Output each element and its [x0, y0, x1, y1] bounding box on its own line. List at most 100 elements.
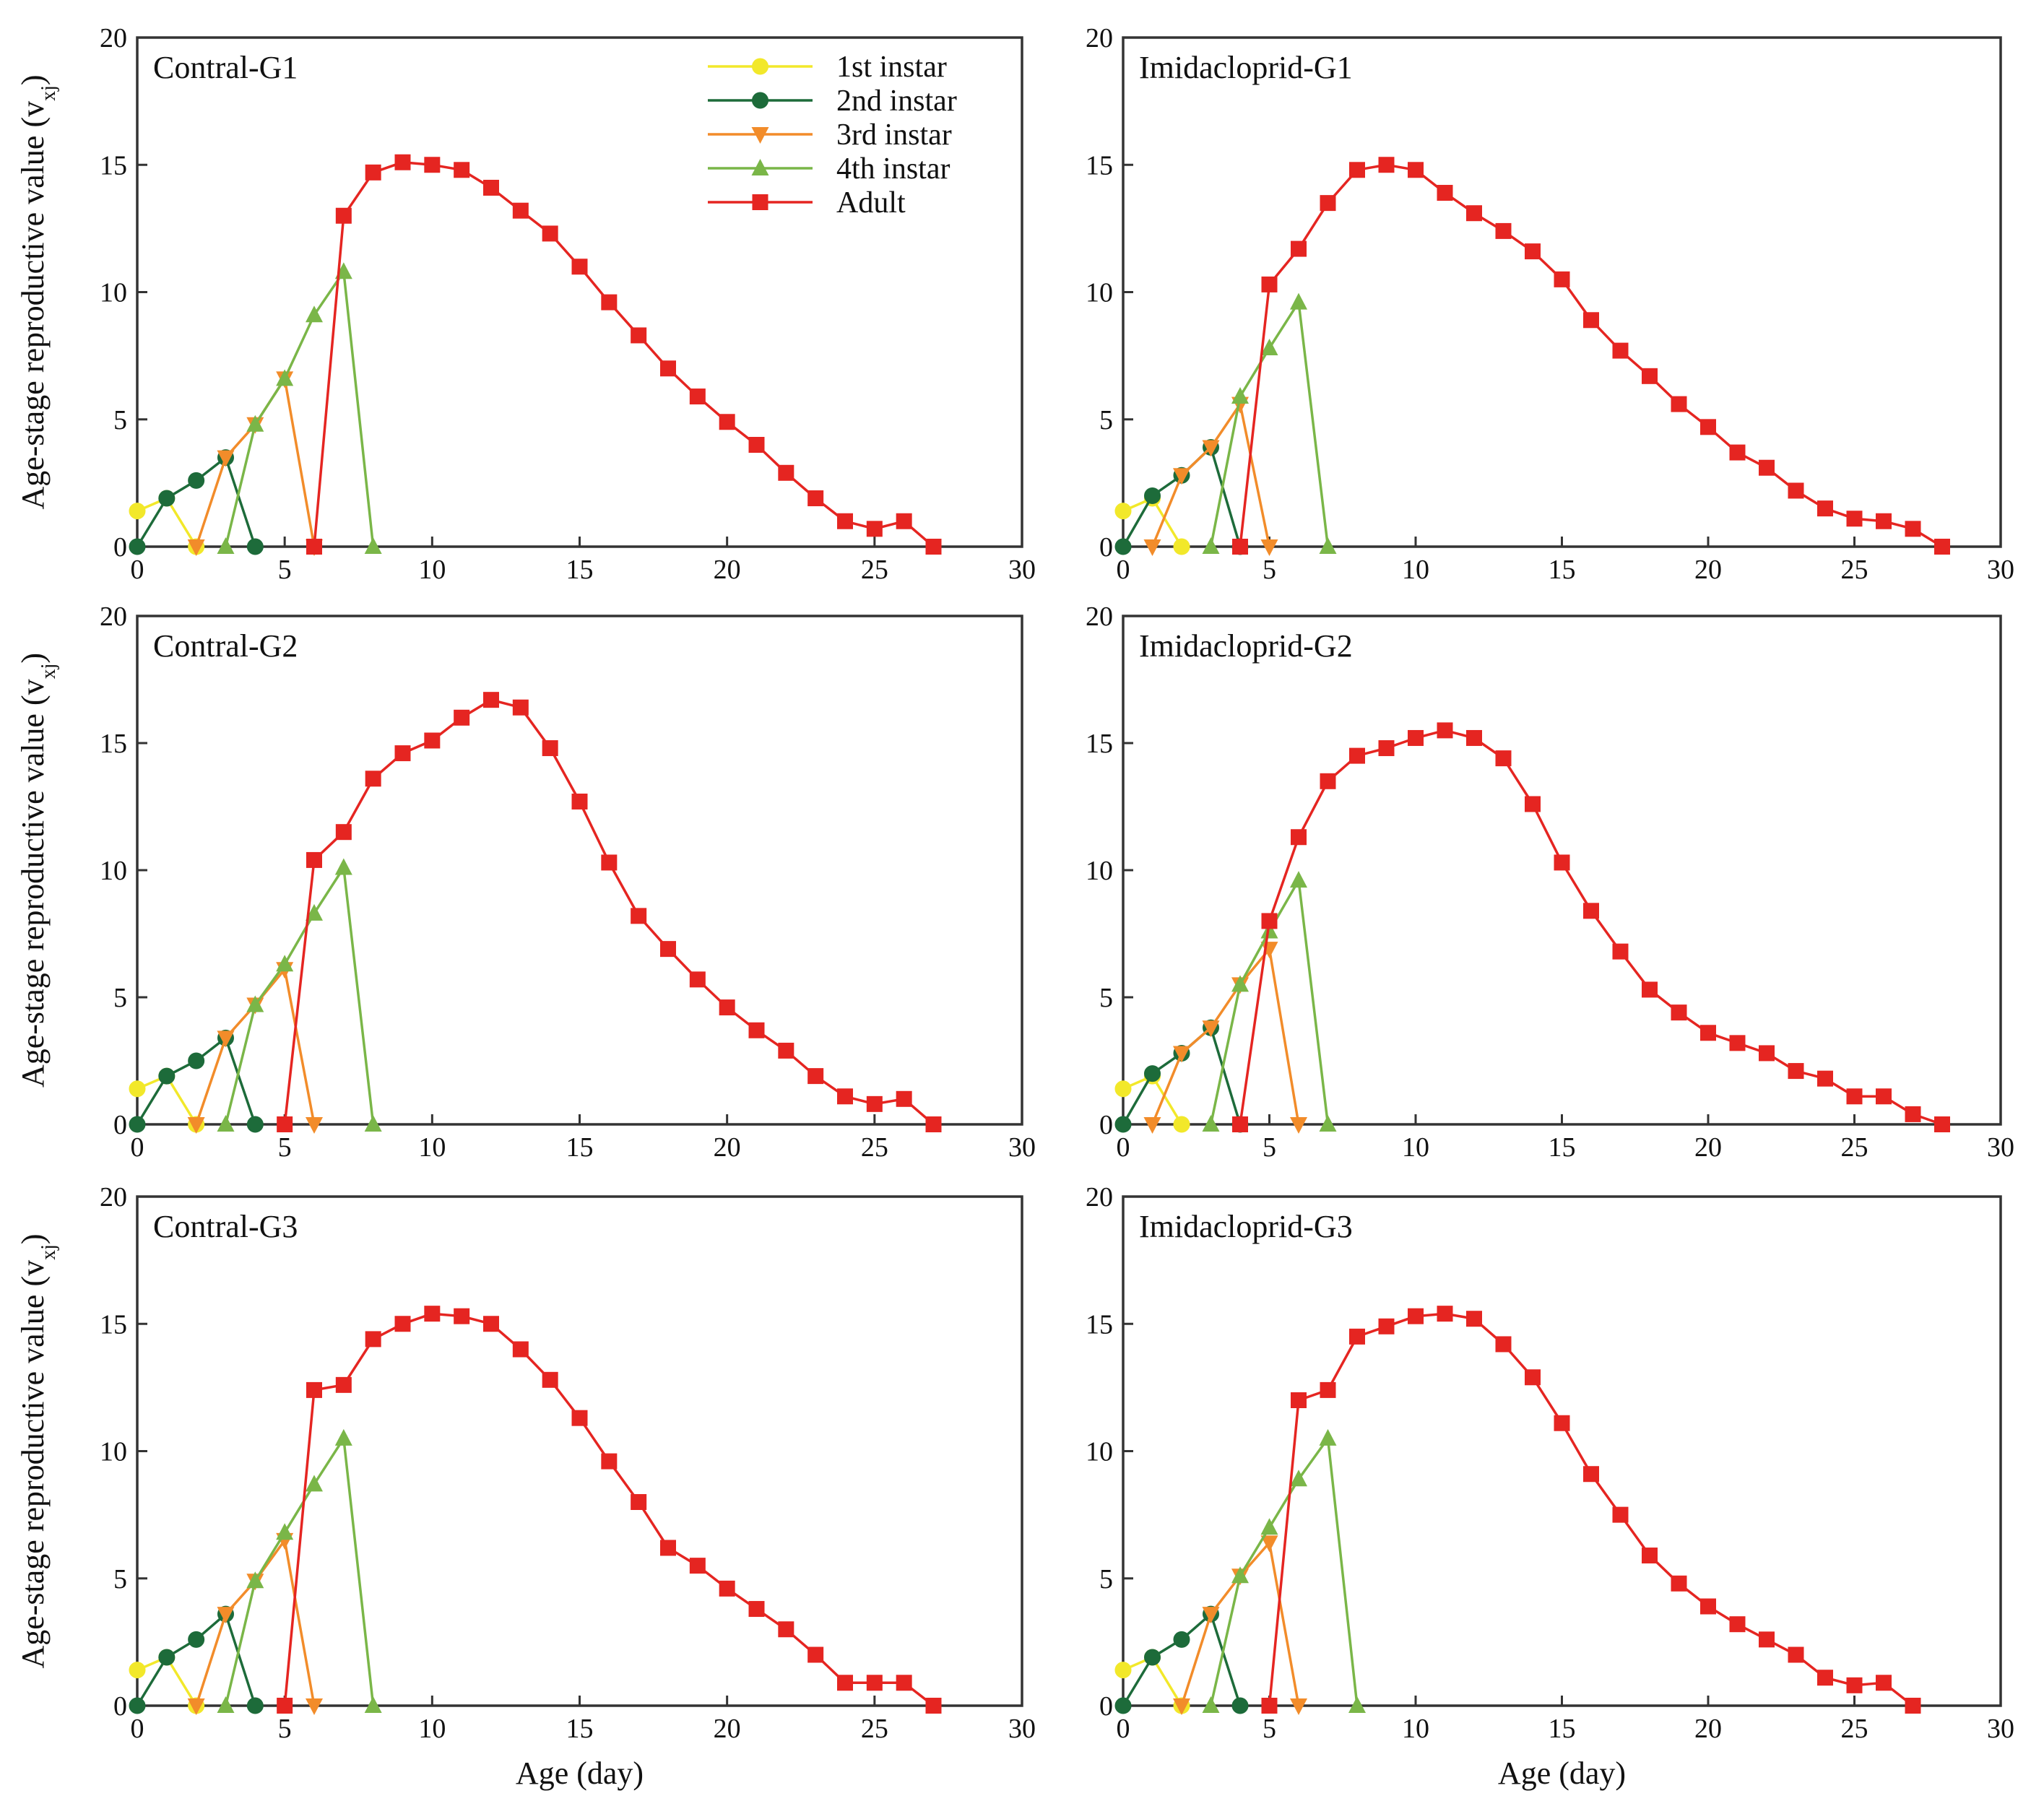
y-tick-label: 15	[100, 729, 127, 759]
panel-title: Imidacloprid-G2	[1139, 628, 1353, 664]
data-point-3rd-instar	[1173, 1046, 1190, 1063]
data-point-adult	[454, 162, 470, 178]
data-point-4th-instar	[334, 1428, 352, 1446]
data-point-4th-instar	[1348, 1696, 1366, 1713]
y-tick-label: 15	[100, 150, 127, 181]
series-3rd-instar	[187, 962, 323, 1134]
x-tick-label: 10	[1402, 1132, 1429, 1163]
y-tick-label: 15	[1086, 1309, 1113, 1340]
x-tick-label: 5	[1263, 1132, 1276, 1163]
series-2nd-instar	[129, 1029, 264, 1133]
data-point-adult	[335, 824, 352, 841]
data-point-adult	[1846, 1088, 1863, 1105]
data-point-2nd-instar	[129, 538, 146, 555]
data-point-adult	[1788, 482, 1804, 499]
data-point-adult	[1437, 722, 1453, 739]
data-point-adult	[1466, 729, 1482, 746]
data-point-1st-instar	[129, 503, 146, 520]
data-point-adult	[1934, 539, 1950, 555]
data-point-4th-instar	[1231, 387, 1249, 404]
y-tick-label: 5	[113, 405, 127, 435]
y-tick-label: 15	[1086, 150, 1113, 181]
data-point-adult	[748, 1022, 765, 1038]
data-point-adult	[1583, 903, 1599, 919]
data-point-adult	[631, 908, 647, 924]
data-point-adult	[925, 1698, 942, 1714]
data-point-adult	[1817, 1070, 1833, 1087]
data-point-4th-instar	[1319, 537, 1337, 554]
series-3rd-instar	[1173, 1535, 1307, 1715]
legend-marker	[752, 194, 768, 210]
data-point-adult	[601, 854, 618, 871]
data-point-adult	[631, 1494, 647, 1510]
x-tick-label: 30	[1008, 1132, 1036, 1163]
data-point-adult	[1876, 1088, 1892, 1105]
data-point-adult	[1788, 1646, 1804, 1663]
data-point-3rd-instar	[1290, 1117, 1307, 1134]
data-point-adult	[424, 732, 441, 749]
y-tick-label: 0	[1099, 1691, 1113, 1722]
x-tick-label: 25	[861, 1132, 888, 1163]
panel-contral-g3: 0 5 10 15 20 25 30 0 5 10 15 20 Contral-G3 Age-stage …	[15, 1182, 1036, 1791]
x-tick-label: 20	[1694, 1714, 1722, 1744]
x-tick-label: 20	[714, 1714, 741, 1744]
data-point-adult	[512, 1341, 529, 1358]
data-point-4th-instar	[1202, 1115, 1220, 1132]
data-point-adult	[1261, 913, 1278, 929]
y-tick-label: 0	[1099, 1110, 1113, 1140]
legend-entry-1st-instar: 1st instar	[708, 51, 947, 84]
x-tick-label: 15	[566, 1132, 594, 1163]
data-point-2nd-instar	[1144, 1649, 1161, 1666]
x-tick-label: 0	[131, 555, 144, 585]
data-point-3rd-instar	[1260, 1535, 1278, 1553]
data-point-2nd-instar	[246, 1116, 264, 1133]
data-point-adult	[1378, 157, 1395, 173]
data-point-4th-instar	[246, 1571, 264, 1589]
data-point-4th-instar	[1290, 871, 1307, 888]
data-point-adult	[1642, 981, 1658, 998]
x-tick-label: 10	[418, 555, 446, 585]
data-point-4th-instar	[217, 537, 235, 554]
data-point-4th-instar	[1202, 1696, 1220, 1713]
data-point-adult	[365, 1331, 381, 1348]
series-line-adult	[283, 1312, 935, 1707]
data-point-4th-instar	[1202, 537, 1220, 554]
y-tick-label: 0	[113, 1110, 127, 1140]
data-point-adult	[277, 1116, 293, 1132]
data-point-3rd-instar	[217, 1607, 235, 1624]
data-point-adult	[1378, 740, 1395, 757]
data-point-4th-instar	[1319, 1115, 1337, 1132]
data-point-adult	[807, 490, 824, 507]
data-point-2nd-instar	[246, 538, 264, 555]
data-point-adult	[1642, 1548, 1658, 1564]
data-point-adult	[601, 1453, 618, 1470]
data-point-adult	[1525, 796, 1541, 812]
data-point-adult	[1700, 419, 1716, 435]
x-tick-label: 5	[1263, 555, 1276, 585]
data-point-adult	[1495, 222, 1512, 239]
data-point-3rd-instar	[217, 1030, 235, 1048]
legend-entry-4th-instar: 4th instar	[708, 152, 950, 186]
panel-contral-g2: 0 5 10 15 20 25 30 0 5 10 15 20 Contral-G2 Age-stage …	[15, 602, 1036, 1163]
x-tick-label: 15	[1549, 1132, 1576, 1163]
y-tick-label: 15	[100, 1309, 127, 1340]
data-point-adult	[837, 1088, 853, 1105]
data-point-adult	[807, 1068, 824, 1085]
data-point-4th-instar	[246, 415, 264, 432]
x-tick-label: 30	[1987, 555, 2014, 585]
data-point-1st-instar	[1114, 1080, 1132, 1098]
data-point-adult	[1554, 854, 1570, 871]
x-tick-label: 15	[566, 555, 594, 585]
data-point-adult	[1349, 1328, 1365, 1345]
y-tick-label: 10	[100, 1437, 127, 1467]
x-tick-label: 0	[1117, 555, 1130, 585]
data-point-adult	[365, 164, 381, 181]
data-point-4th-instar	[306, 903, 323, 921]
data-point-adult	[483, 1316, 499, 1332]
data-point-2nd-instar	[158, 1649, 176, 1666]
data-point-adult	[1729, 1035, 1746, 1051]
data-point-adult	[1700, 1025, 1716, 1041]
data-point-adult	[1817, 1670, 1833, 1686]
data-point-adult	[660, 360, 676, 377]
